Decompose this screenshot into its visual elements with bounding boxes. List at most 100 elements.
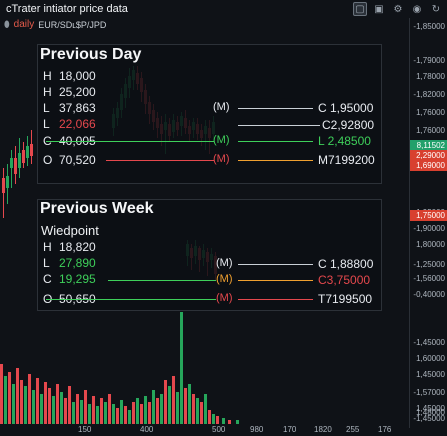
- volume-bar: [4, 376, 7, 424]
- volume-bar: [160, 394, 163, 424]
- price-scale[interactable]: -1,85000 -1,79000 1,78000 -1,82000 1,76000 1,…: [409, 18, 447, 428]
- price-label: 1,76000: [416, 126, 445, 135]
- volume-bar: [180, 312, 183, 424]
- volume-bar: [172, 376, 175, 424]
- app-title: cTrater intiator price data: [6, 3, 128, 15]
- volume-bar: [76, 394, 79, 424]
- pw-level-tag: (M): [216, 292, 233, 304]
- volume-bar: [208, 410, 211, 424]
- price-label: 1,78000: [416, 72, 445, 81]
- volume-bar: [0, 364, 3, 424]
- volume-bar: [24, 386, 27, 424]
- pd-level-label: C2,92800: [322, 118, 375, 132]
- row-value: 70,520: [59, 153, 96, 167]
- candle-body: [18, 153, 21, 168]
- row-key: C: [43, 272, 52, 286]
- pw-level-line: [238, 280, 313, 281]
- row-key: L: [43, 101, 50, 115]
- previous-day-panel: Previous Day H 18,000 H 25,200 L 37,863 L 22…: [37, 44, 382, 184]
- pw-row: C 19,295: [43, 272, 96, 286]
- row-key: H: [43, 69, 52, 83]
- pin-icon: ⬮: [4, 19, 10, 29]
- volume-bar: [16, 368, 19, 424]
- pd-row: H 18,000: [43, 69, 96, 83]
- volume-bar: [184, 388, 187, 424]
- volume-bar: [200, 402, 203, 424]
- volume-bar: [80, 400, 83, 424]
- title-bar: cTrater intiator price data ▢ ▣ ⚙ ◉ ↻: [0, 0, 447, 18]
- row-value: 18,000: [59, 69, 96, 83]
- time-label: 255: [346, 425, 360, 434]
- volume-bar: [116, 408, 119, 424]
- candle-body: [6, 176, 9, 188]
- candle-body: [30, 144, 33, 156]
- volume-bar: [124, 406, 127, 424]
- pd-level-label: L 2,48500: [318, 134, 371, 148]
- candle-body: [26, 146, 29, 158]
- volume-bar: [88, 404, 91, 424]
- volume-bar: [168, 386, 171, 424]
- previous-week-subtitle: Wiedpoint: [41, 223, 99, 238]
- previous-day-title: Previous Day: [40, 46, 142, 63]
- pw-row: H 18,820: [43, 240, 96, 254]
- time-scale[interactable]: 150 400 500 980 170 1820 255 176: [0, 424, 409, 436]
- pd-level-line: [238, 108, 313, 109]
- row-value: 19,295: [59, 272, 96, 286]
- price-label: 1,45000: [416, 404, 445, 413]
- symbol-label[interactable]: EUR/SDʟ$P/JPD: [38, 19, 107, 30]
- pw-row: L 27,890: [43, 256, 96, 270]
- volume-bar: [104, 402, 107, 424]
- price-label: -1,82000: [413, 90, 445, 99]
- volume-bar: [196, 398, 199, 424]
- row-value: 37,863: [59, 101, 96, 115]
- price-tag: 1,69000: [410, 160, 447, 171]
- gear-icon[interactable]: ⚙: [393, 3, 403, 15]
- row-key: L: [43, 117, 50, 131]
- pd-level-line: [106, 160, 214, 161]
- candle-body: [22, 150, 25, 163]
- image-icon[interactable]: ▣: [374, 3, 384, 15]
- volume-bar: [136, 398, 139, 424]
- volume-bar: [56, 384, 59, 424]
- eye-icon[interactable]: ◉: [412, 3, 422, 15]
- timeframe-label[interactable]: daily: [13, 19, 35, 30]
- pw-level-line: [108, 280, 216, 281]
- pw-level-label: C 1,88800: [318, 257, 374, 271]
- volume-bar: [108, 394, 111, 424]
- pd-row: H 25,200: [43, 85, 96, 99]
- row-value: 25,200: [59, 85, 96, 99]
- volume-bar: [140, 404, 143, 424]
- candle-body: [14, 158, 17, 174]
- refresh-icon[interactable]: ↻: [431, 3, 441, 15]
- previous-week-panel: Previous Week Wiedpoint H 18,820 L 27,890 …: [37, 199, 382, 311]
- price-label: -0,40000: [413, 290, 445, 299]
- time-label: 500: [212, 425, 226, 434]
- toolbar: ▢ ▣ ⚙ ◉ ↻: [353, 2, 443, 16]
- square-icon[interactable]: ▢: [353, 2, 367, 16]
- volume-bar: [164, 380, 167, 424]
- volume-bar: [192, 394, 195, 424]
- pw-level-line: [238, 299, 313, 300]
- volume-bar: [84, 390, 87, 424]
- price-label: 1,80000: [416, 240, 445, 249]
- price-label: 1,60000: [416, 354, 445, 363]
- time-label: 980: [250, 425, 264, 434]
- row-value: 22,066: [59, 117, 96, 131]
- price-label: 1,45000: [416, 370, 445, 379]
- pd-row: L 37,863: [43, 101, 96, 115]
- pd-level-line: [238, 141, 313, 142]
- symbol-row[interactable]: ⬮ daily EUR/SDʟ$P/JPD: [4, 19, 106, 30]
- volume-bar: [144, 396, 147, 424]
- pw-level-label: C3,75000: [318, 273, 371, 287]
- row-key: L: [43, 256, 50, 270]
- volume-bar: [132, 402, 135, 424]
- volume-bar: [96, 406, 99, 424]
- volume-bar: [68, 386, 71, 424]
- pd-level-label: C 1,95000: [318, 101, 374, 115]
- price-tag: 2,29000: [410, 150, 447, 161]
- volume-bar: [112, 404, 115, 424]
- price-label: -1,45000: [413, 414, 445, 423]
- pw-level-line: [46, 299, 216, 300]
- volume-bar: [176, 392, 179, 424]
- pw-level-tag: (M): [216, 273, 233, 285]
